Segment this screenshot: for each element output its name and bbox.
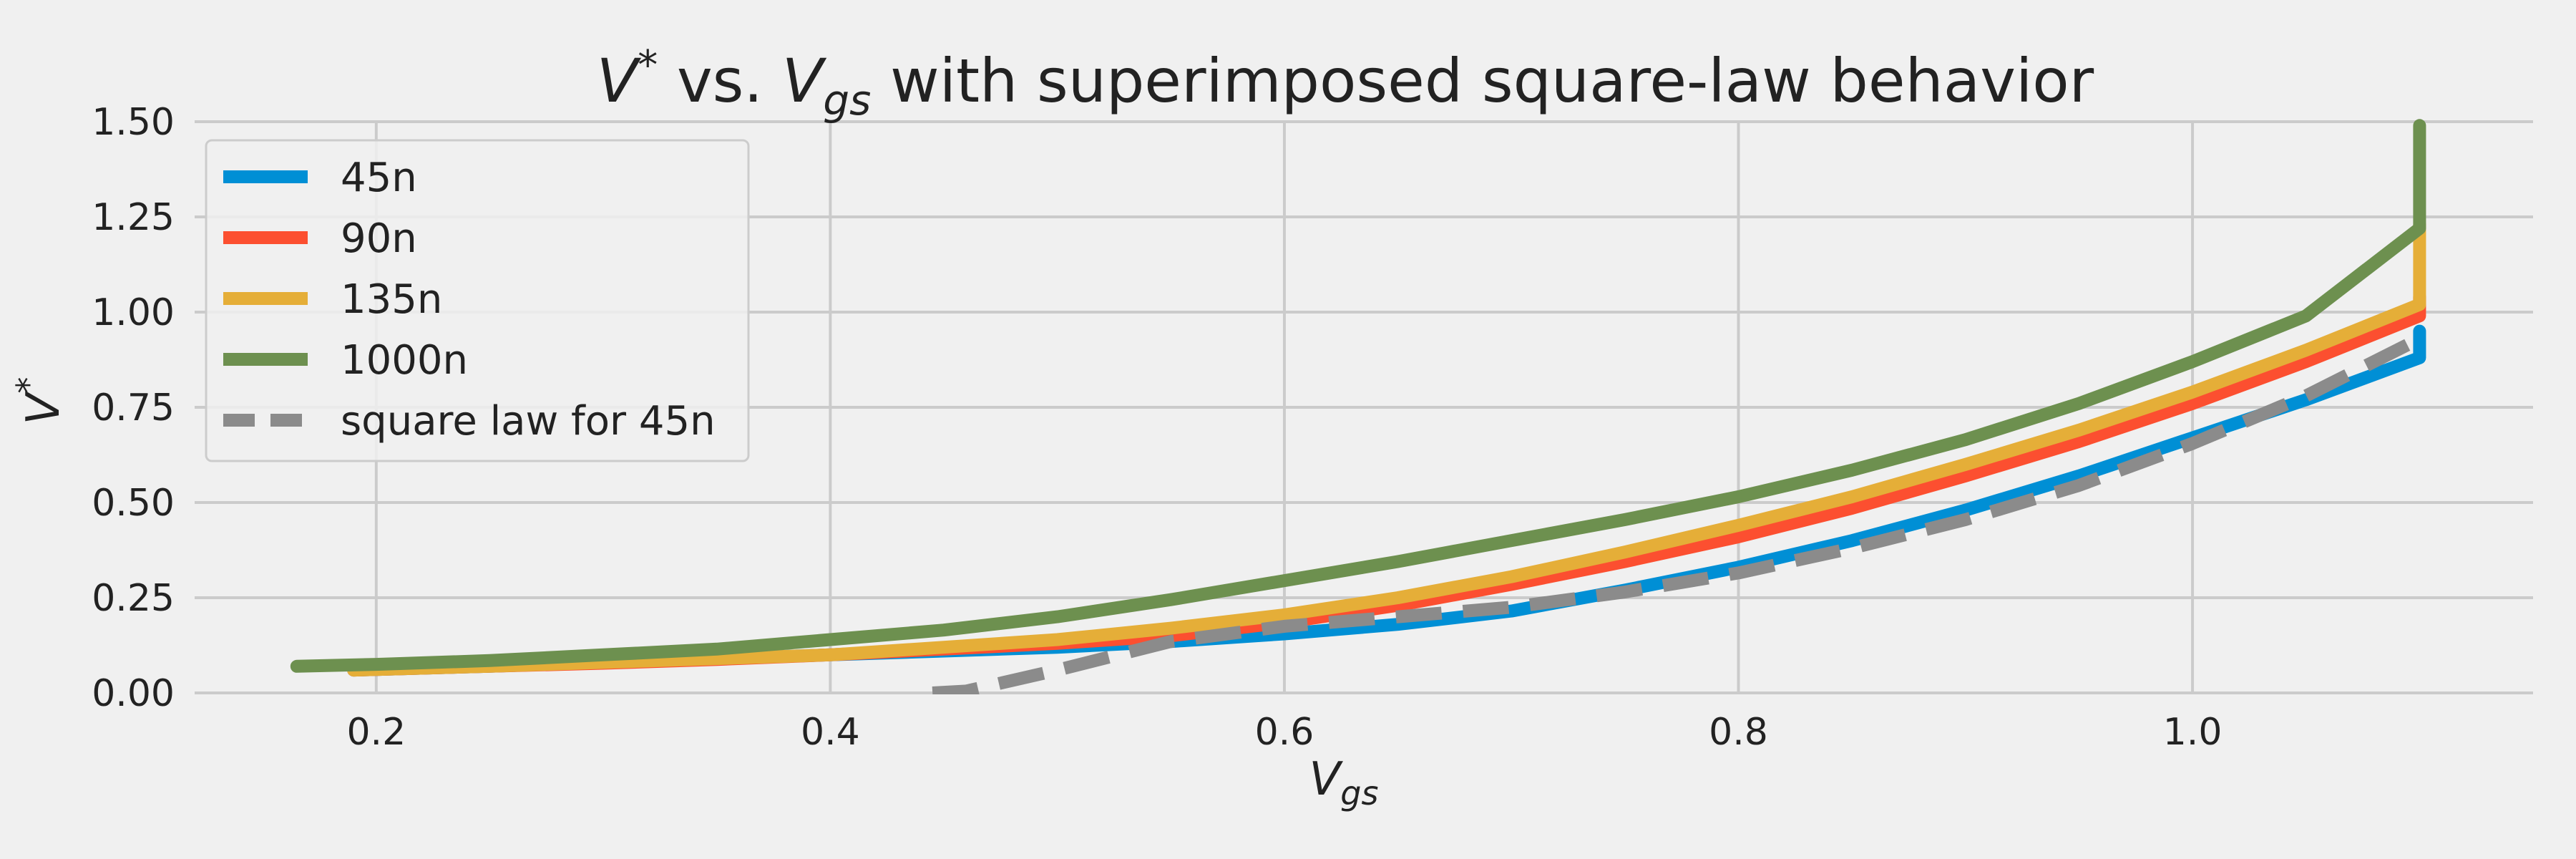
series-line-135n [347,218,2426,677]
y-tick-label: 1.00 [92,291,175,334]
title-v: V [597,46,642,116]
legend-label: 45n [341,155,417,201]
title-vg: V [782,46,827,116]
title-star: * [638,42,658,89]
x-axis-title: Vgs [1309,753,1379,812]
chart-title: V* vs. Vgs with superimposed square-law … [597,42,2094,125]
x-axis-v: V [1309,753,1344,806]
legend-label: 90n [341,215,417,262]
y-tick-label: 0.75 [92,387,175,430]
x-tick-label: 0.2 [346,711,406,754]
x-tick-label: 0.8 [1709,711,1768,754]
y-tick-label: 1.50 [92,101,175,144]
legend-label: 1000n [341,337,468,384]
y-tick-label: 0.50 [92,482,175,525]
legend-item: 1000n [223,337,468,384]
y-axis-sup: * [9,377,48,394]
series-line-square-law-for-45n [932,333,2423,694]
x-axis-sub: gs [1340,774,1378,812]
legend-label: 135n [341,276,442,323]
y-axis-v: V [17,390,70,424]
legend: 45n 90n 135n 1000n square law for 45n [205,139,750,462]
y-tick-label: 1.25 [92,196,175,239]
series-line-1000n [290,119,2426,673]
y-tick-label: 0.00 [92,672,175,715]
series-lines [290,119,2426,694]
x-tick-label: 1.0 [2163,711,2223,754]
legend-item: square law for 45n [223,398,716,445]
tick-labels: 0.00 0.25 0.50 0.75 1.00 1.25 1.50 0.2 0.4 0.6 0.8… [92,101,2222,754]
y-axis-title: V* [9,377,70,425]
y-tick-label: 0.25 [92,577,175,620]
legend-item: 45n [223,155,417,201]
legend-box [205,139,750,462]
x-tick-label: 0.4 [801,711,860,754]
legend-label: square law for 45n [341,398,716,445]
title-gs-sub: gs [823,76,871,125]
x-tick-label: 0.6 [1255,711,1314,754]
title-rest: with superimposed square-law behavior [871,46,2094,116]
legend-item: 135n [223,276,442,323]
title-vs: vs. [658,46,782,116]
legend-item: 90n [223,215,417,262]
